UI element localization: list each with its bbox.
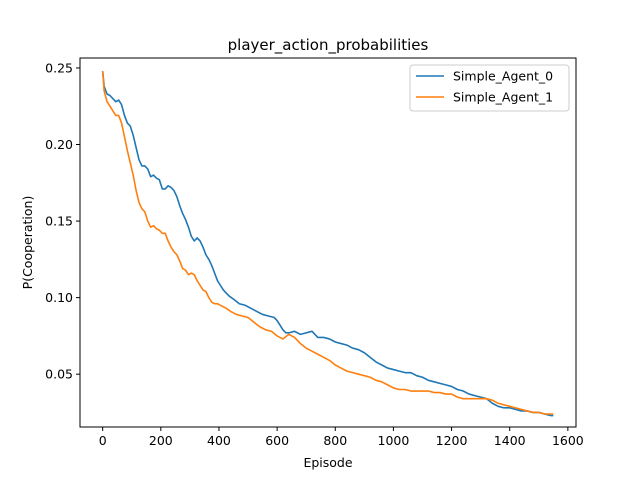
x-tick-label: 200 xyxy=(149,433,173,448)
x-tick-label: 1000 xyxy=(378,433,410,448)
x-axis: 0 200 400 600 800 1000 1200 1400 1600 xyxy=(99,427,584,448)
series-line-1 xyxy=(101,70,554,415)
x-tick-label: 1600 xyxy=(552,433,584,448)
x-tick-label: 400 xyxy=(207,433,231,448)
y-tick-label: 0.25 xyxy=(45,60,73,75)
x-tick-label: 1400 xyxy=(494,433,526,448)
y-tick-label: 0.15 xyxy=(45,214,73,229)
chart-title: player_action_probabilities xyxy=(228,36,429,55)
plot-frame xyxy=(79,57,577,428)
series-layer xyxy=(101,70,554,417)
x-tick-label: 800 xyxy=(323,433,347,448)
legend-label-1: Simple_Agent_1 xyxy=(453,90,553,105)
x-tick-label: 1200 xyxy=(436,433,468,448)
x-tick-label: 600 xyxy=(265,433,289,448)
legend-box xyxy=(409,64,570,112)
x-tick-label: 0 xyxy=(99,433,107,448)
y-tick-label: 0.10 xyxy=(45,290,73,305)
legend: Simple_Agent_0 Simple_Agent_1 xyxy=(409,64,570,112)
x-axis-label: Episode xyxy=(303,455,352,470)
y-axis: 0.05 0.10 0.15 0.20 0.25 xyxy=(45,60,80,382)
y-tick-label: 0.05 xyxy=(45,367,73,382)
legend-label-0: Simple_Agent_0 xyxy=(453,69,553,84)
series-line-0 xyxy=(101,70,554,417)
y-axis-label: P(Cooperation) xyxy=(20,196,35,290)
y-tick-label: 0.20 xyxy=(45,137,73,152)
